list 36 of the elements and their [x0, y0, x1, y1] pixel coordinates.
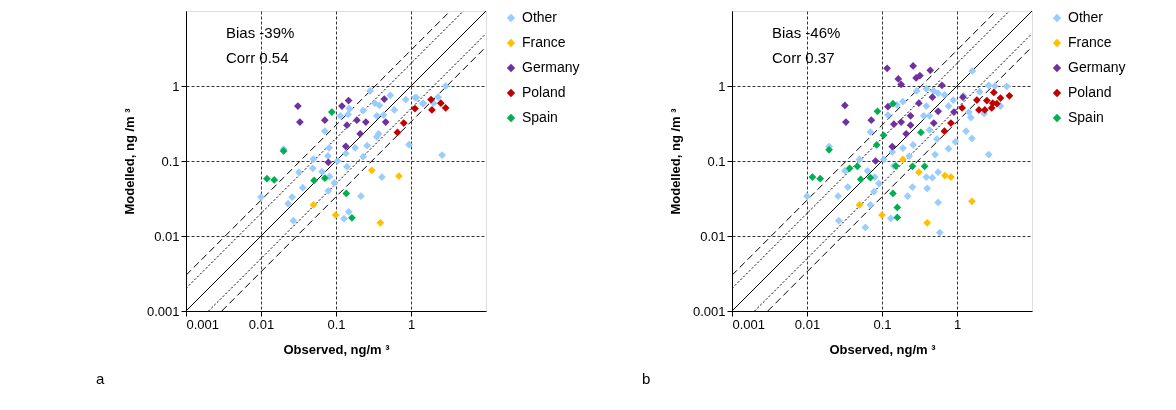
- text: b: [642, 370, 651, 387]
- legend-label: Germany: [522, 59, 580, 75]
- x-tick-label: 0.01: [794, 316, 821, 332]
- legend-label: Spain: [522, 109, 558, 125]
- x-axis-title: Observed, ng/m ³: [829, 341, 937, 357]
- y-tick-label: 0.001: [692, 303, 726, 319]
- legend-label: France: [1068, 34, 1112, 50]
- text: a: [96, 370, 105, 387]
- y-tick-label: 1: [718, 78, 726, 94]
- y-tick-label: 0.01: [700, 228, 726, 244]
- legend-label: Poland: [1068, 84, 1112, 100]
- x-tick-label: 0.01: [248, 316, 275, 332]
- y-axis-title: Modelled, ng /m ³: [667, 107, 683, 215]
- x-tick-label: 1: [407, 316, 416, 332]
- x-axis-title: Observed, ng/m ³: [283, 341, 391, 357]
- x-tick-label: 0.001: [186, 316, 220, 332]
- x-tick-label: 0.1: [327, 316, 346, 332]
- legend-label: France: [522, 34, 566, 50]
- annotation: Bias -39%: [226, 24, 295, 41]
- y-tick-label: 0.1: [707, 153, 726, 169]
- x-tick-label: 0.001: [732, 316, 766, 332]
- legend-label: Other: [1068, 9, 1104, 25]
- y-tick-label: 1: [172, 78, 180, 94]
- y-axis-title: Modelled, ng /m ³: [121, 107, 137, 215]
- annotation: Corr 0.37: [772, 49, 835, 66]
- y-tick-label: 0.001: [146, 303, 180, 319]
- legend-label: Other: [522, 9, 558, 25]
- x-tick-label: 0.1: [873, 316, 892, 332]
- x-tick-label: 1: [953, 316, 962, 332]
- y-tick-label: 0.1: [161, 153, 180, 169]
- y-tick-label: 0.01: [154, 228, 180, 244]
- annotation: Corr 0.54: [226, 49, 289, 66]
- legend-label: Germany: [1068, 59, 1126, 75]
- annotation: Bias -46%: [772, 24, 841, 41]
- legend-label: Poland: [522, 84, 566, 100]
- legend-label: Spain: [1068, 109, 1104, 125]
